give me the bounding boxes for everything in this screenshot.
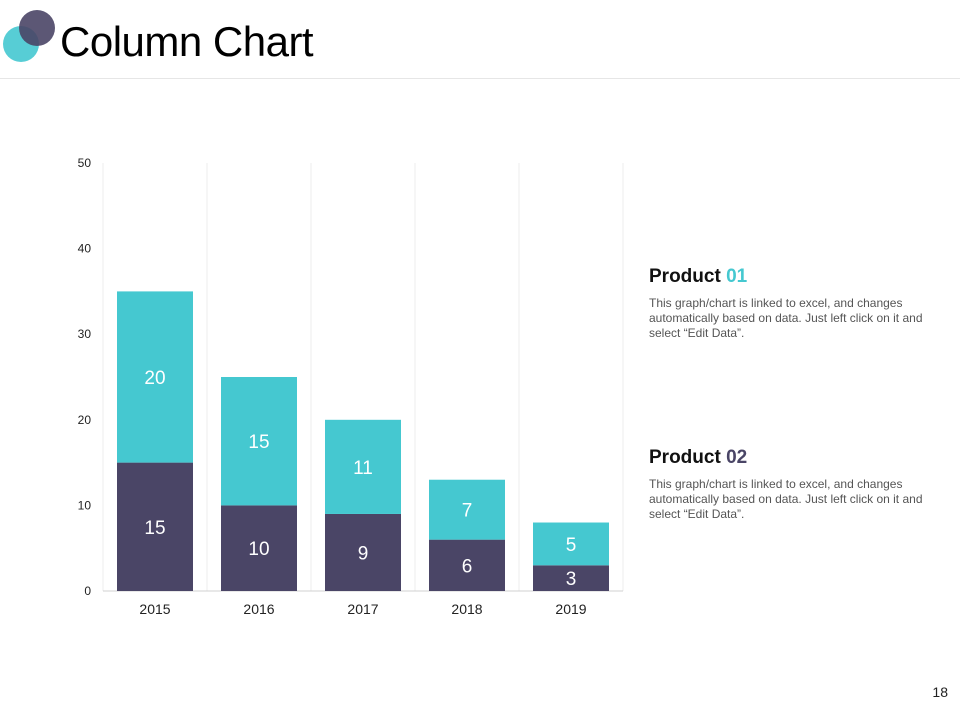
x-tick-label: 2015 <box>139 601 170 617</box>
y-tick-label: 30 <box>78 327 92 341</box>
page-title: Column Chart <box>60 18 314 65</box>
y-tick-label: 10 <box>78 498 92 512</box>
y-tick-label: 40 <box>78 242 92 256</box>
bar-segment <box>533 565 609 591</box>
product-01-number: 01 <box>726 266 748 287</box>
data-label: 15 <box>248 432 269 453</box>
data-label: 9 <box>358 543 369 564</box>
x-tick-label: 2019 <box>555 601 586 617</box>
bar-segment <box>533 522 609 566</box>
x-tick-label: 2016 <box>243 601 274 617</box>
bar-segment <box>325 513 401 591</box>
data-label: 15 <box>144 518 165 539</box>
data-label: 20 <box>144 368 165 389</box>
bar-segment <box>325 419 401 514</box>
bar-segment <box>429 479 505 540</box>
product-01-legend: Product 01 This graph/chart is linked to… <box>649 266 939 341</box>
product-02-legend: Product 02 This graph/chart is linked to… <box>649 447 939 522</box>
product-02-label: Product <box>649 447 721 468</box>
data-label: 3 <box>566 569 577 590</box>
bar-segment <box>429 539 505 591</box>
y-tick-label: 50 <box>78 156 92 170</box>
data-label: 7 <box>462 501 473 522</box>
data-label: 10 <box>248 539 269 560</box>
y-tick-label: 0 <box>84 584 91 598</box>
product-02-description: This graph/chart is linked to excel, and… <box>649 477 923 521</box>
bar-segment <box>221 505 297 591</box>
data-label: 5 <box>566 535 577 556</box>
x-tick-label: 2018 <box>451 601 482 617</box>
data-label: 6 <box>462 556 473 577</box>
bar-segment <box>117 462 193 591</box>
header-divider <box>0 78 960 79</box>
product-02-number: 02 <box>726 447 748 468</box>
bar-segment <box>117 291 193 463</box>
data-label: 11 <box>353 458 373 479</box>
y-tick-label: 20 <box>78 413 92 427</box>
product-01-label: Product <box>649 266 721 287</box>
x-tick-label: 2017 <box>347 601 378 617</box>
bar-segment <box>221 377 297 506</box>
stacked-column-chart: 0 10 20 30 40 50 15 20 2015 10 15 2016 9 11 2017 6 7 2018… <box>78 156 624 617</box>
page-number: 18 <box>932 684 948 700</box>
product-01-description: This graph/chart is linked to excel, and… <box>649 296 923 340</box>
logo-circles-icon <box>3 10 55 62</box>
